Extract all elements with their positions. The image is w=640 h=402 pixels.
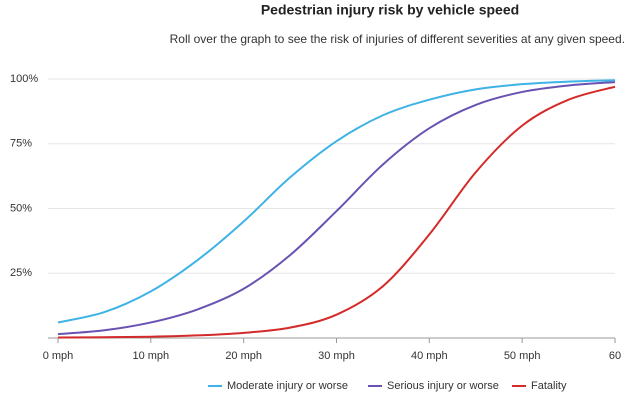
- y-tick-label: 75%: [10, 138, 32, 150]
- y-tick-label: 25%: [10, 267, 32, 279]
- line-series: [57, 79, 616, 324]
- y-tick-label: 100%: [10, 73, 38, 85]
- x-tick-label: 20 mph: [225, 350, 262, 362]
- line-series: [57, 85, 616, 339]
- x-tick-label: 10 mph: [132, 350, 169, 362]
- x-tick-label: 50 mph: [504, 350, 541, 362]
- x-tick-label: 40 mph: [411, 350, 448, 362]
- x-tick-label: 60: [609, 350, 621, 362]
- x-tick-label: 0 mph: [43, 350, 74, 362]
- x-tick-label: 30 mph: [318, 350, 355, 362]
- line-series: [57, 81, 616, 336]
- legend-label: Fatality: [531, 380, 567, 392]
- chart-subtitle: Roll over the graph to see the risk of i…: [170, 32, 625, 46]
- legend-label: Moderate injury or worse: [227, 380, 348, 392]
- chart-title: Pedestrian injury risk by vehicle speed: [261, 2, 519, 18]
- y-tick-label: 50%: [10, 202, 32, 214]
- legend-label: Serious injury or worse: [387, 380, 499, 392]
